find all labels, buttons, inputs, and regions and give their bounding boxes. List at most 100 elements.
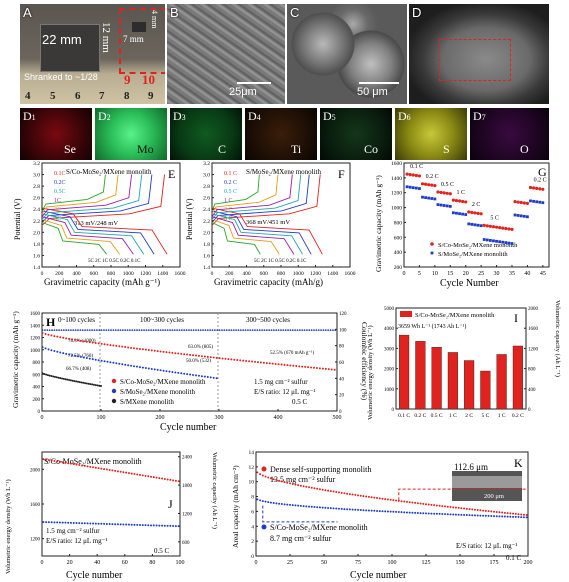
areal-point-dense <box>297 484 300 487</box>
areal-point-co <box>321 506 324 509</box>
areal-point-dense <box>267 476 270 479</box>
ce-point <box>296 329 299 332</box>
cycle-point-plain <box>180 372 183 375</box>
areal-point-co <box>370 509 373 512</box>
ce-point <box>225 329 228 332</box>
areal-point-dense <box>264 475 267 478</box>
areal-point-co <box>449 513 452 516</box>
ce-point <box>91 329 94 332</box>
panel-h-ann-4: 63.0% (805) <box>188 345 213 350</box>
areal-point-co <box>367 509 370 512</box>
f-curves-ytick: 2.6 <box>203 196 210 202</box>
areal-point-dense <box>449 506 452 509</box>
h2-ytick: 20 <box>339 394 345 399</box>
cycle-point-plain <box>133 365 136 368</box>
energy-point <box>177 480 180 483</box>
g-ytick: 1200 <box>391 191 402 197</box>
eds-c-elem: C <box>218 142 227 156</box>
panel-h-ann-1: 78.3% (1000) <box>68 339 96 344</box>
i2-ytick: 1200 <box>528 347 539 352</box>
cycle-point-co <box>286 364 289 367</box>
cycle-point-co <box>162 350 165 353</box>
areal-point-co <box>313 506 316 509</box>
shrink-label: Shranked to ~1/28 <box>24 72 98 82</box>
ce-point <box>247 329 249 332</box>
ce-point <box>124 329 127 332</box>
ce-point <box>183 329 186 332</box>
areal-point-dense <box>435 504 438 507</box>
cycle-point-co <box>218 357 221 360</box>
ruler-red-10: 10 <box>142 72 155 87</box>
areal-point-dense <box>498 511 501 514</box>
energy-point <box>136 473 139 476</box>
discharge-curve-2C <box>41 219 120 255</box>
h-xtick: 500 <box>333 415 342 421</box>
dim-7mm: 7 mm <box>123 34 144 44</box>
areal-point-dense <box>348 493 351 496</box>
ce-point <box>114 329 117 332</box>
cycle-point-co <box>133 347 136 350</box>
ce-point <box>195 329 197 332</box>
ce-point <box>221 329 223 332</box>
rate-step-label: 1 C <box>456 190 465 196</box>
areal-point-dense <box>463 507 466 510</box>
panel-h-seg-2: 100~300 cycles <box>140 316 184 324</box>
ce-point <box>230 329 233 332</box>
areal-point-co <box>484 514 487 517</box>
panel-e-xlabel: Gravimetric capacity (mAh g⁻¹) <box>44 277 160 287</box>
cycle-point-plain <box>159 369 162 372</box>
k-ytick: 0 <box>251 554 254 560</box>
areal-point-co <box>278 502 281 505</box>
j2-ytick: 1800 <box>182 484 193 489</box>
cycle-point-mxene <box>46 374 49 377</box>
panel-h-seg-3: 300~500 cycles <box>246 316 290 324</box>
energy-point <box>111 469 114 472</box>
j-xtick: 100 <box>176 560 185 566</box>
eds-ti-label: D4 <box>248 109 261 123</box>
e-curves-ytick: 2.8 <box>33 184 40 190</box>
cycle-point-mxene <box>82 381 85 384</box>
areal-point-co <box>275 502 278 505</box>
g-xtick: 20 <box>463 271 469 277</box>
rate-point-co <box>445 191 449 195</box>
energy-point <box>78 464 81 467</box>
cycle-point-co <box>230 358 233 361</box>
areal-point-dense <box>291 482 294 485</box>
energy-point <box>92 466 95 469</box>
ce-point <box>74 329 77 332</box>
capacity-point <box>89 522 92 525</box>
energy-point <box>147 475 150 478</box>
monolith-small <box>132 22 146 32</box>
cycle-point-co <box>62 336 65 339</box>
ruler-5: 5 <box>50 90 56 102</box>
panel-g-frame <box>403 162 550 268</box>
f-curves-xtick: 1400 <box>327 271 338 277</box>
bar-category: 0.5 C <box>431 413 443 419</box>
bar-category: 2 C <box>465 413 473 419</box>
cycle-point-mxene <box>80 381 83 384</box>
ce-point <box>310 329 313 332</box>
capacity-point <box>133 523 136 526</box>
ce-point <box>166 329 169 332</box>
ruler-7: 7 <box>99 90 105 102</box>
cycle-point-mxene <box>50 375 53 378</box>
g-xtick: 25 <box>478 271 484 277</box>
energy-point <box>114 469 117 472</box>
cycle-point-plain <box>53 350 56 353</box>
cycle-point-plain <box>153 368 156 371</box>
areal-point-co <box>438 512 441 515</box>
cycle-point-mxene <box>73 380 76 383</box>
capacity-point <box>105 522 108 525</box>
k-ytick: 10 <box>249 480 255 486</box>
panel-i-legend-swatch <box>400 311 412 317</box>
g-ytick: 400 <box>394 250 403 256</box>
cycle-point-mxene <box>87 382 90 385</box>
ce-point <box>131 329 134 332</box>
areal-point-dense <box>411 501 414 504</box>
areal-point-co <box>272 501 275 504</box>
eds-ti-elem: Ti <box>291 142 302 156</box>
areal-point-dense <box>327 489 330 492</box>
cycle-point-co <box>236 359 239 362</box>
areal-point-co <box>482 514 485 517</box>
ce-point <box>121 329 124 332</box>
